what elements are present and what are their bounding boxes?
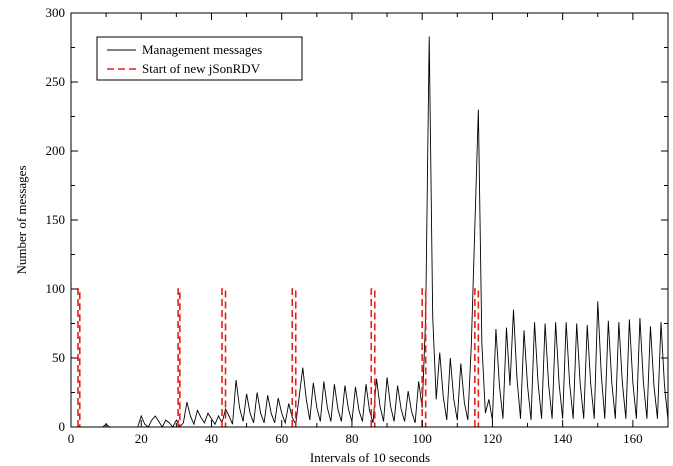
y-tick-label: 100 [46, 281, 66, 296]
x-tick-label: 140 [553, 431, 573, 446]
series-pulses-jsonrdv [77, 288, 480, 427]
y-axis-label: Number of messages [14, 165, 29, 274]
x-tick-label: 60 [275, 431, 288, 446]
legend-label-jsonrdv: Start of new jSonRDV [142, 61, 261, 76]
series-line-management-messages [71, 36, 669, 428]
y-tick-label: 50 [52, 350, 65, 365]
y-tick-label: 250 [46, 74, 66, 89]
legend-box [96, 36, 303, 81]
x-tick-label: 120 [483, 431, 503, 446]
x-tick-label: 160 [623, 431, 643, 446]
x-tick-label: 100 [412, 431, 432, 446]
axis-ticks: 0 20 40 60 80 100 120 140 160 0 50 100 150 200 250 300 [46, 5, 668, 446]
y-tick-label: 300 [46, 5, 66, 20]
legend-label-management: Management messages [142, 42, 262, 57]
x-tick-label: 80 [345, 431, 358, 446]
legend: Management messages Start of new jSonRDV [96, 36, 303, 81]
x-tick-label: 0 [68, 431, 75, 446]
y-tick-label: 200 [46, 143, 66, 158]
y-tick-label: 150 [46, 212, 66, 227]
x-tick-label: 40 [205, 431, 218, 446]
x-tick-label: 20 [135, 431, 148, 446]
plot-marks [71, 36, 669, 428]
y-tick-label: 0 [59, 419, 66, 434]
x-axis-label: Intervals of 10 seconds [310, 450, 430, 465]
